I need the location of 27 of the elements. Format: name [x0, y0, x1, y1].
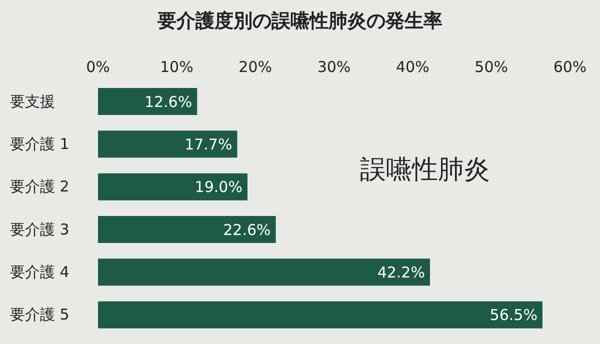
bar — [98, 216, 276, 243]
data-label: 17.7% — [184, 135, 232, 154]
bar — [98, 130, 238, 158]
x-tick-label: 0% — [86, 58, 110, 76]
y-tick-label: 要介護 3 — [10, 220, 70, 238]
bar — [98, 258, 430, 286]
chart-title: 要介護度別の誤嚥性肺炎の発生率 — [156, 9, 444, 34]
x-tick-label: 50% — [474, 58, 508, 76]
data-label: 42.2% — [377, 263, 425, 282]
y-tick-label: 要介護 1 — [10, 135, 70, 153]
data-label: 22.6% — [223, 220, 271, 239]
y-tick-label: 要介護 4 — [10, 263, 70, 281]
y-tick-label: 要介護 2 — [10, 178, 70, 196]
data-label: 19.0% — [194, 178, 242, 196]
x-tick-label: 60% — [553, 58, 587, 76]
x-tick-label: 30% — [317, 58, 351, 76]
data-label: 56.5% — [490, 306, 538, 324]
bar — [98, 301, 542, 328]
x-tick-label: 20% — [238, 58, 272, 76]
data-label: 12.6% — [144, 92, 192, 111]
annotation: 誤嚥性肺炎 — [360, 154, 490, 187]
y-tick-label: 要支援 — [10, 92, 55, 110]
x-tick-label: 10% — [160, 58, 194, 76]
y-tick-label: 要介護 5 — [10, 306, 70, 324]
x-tick-label: 40% — [396, 58, 430, 76]
bar — [98, 88, 198, 115]
bar — [98, 173, 248, 200]
